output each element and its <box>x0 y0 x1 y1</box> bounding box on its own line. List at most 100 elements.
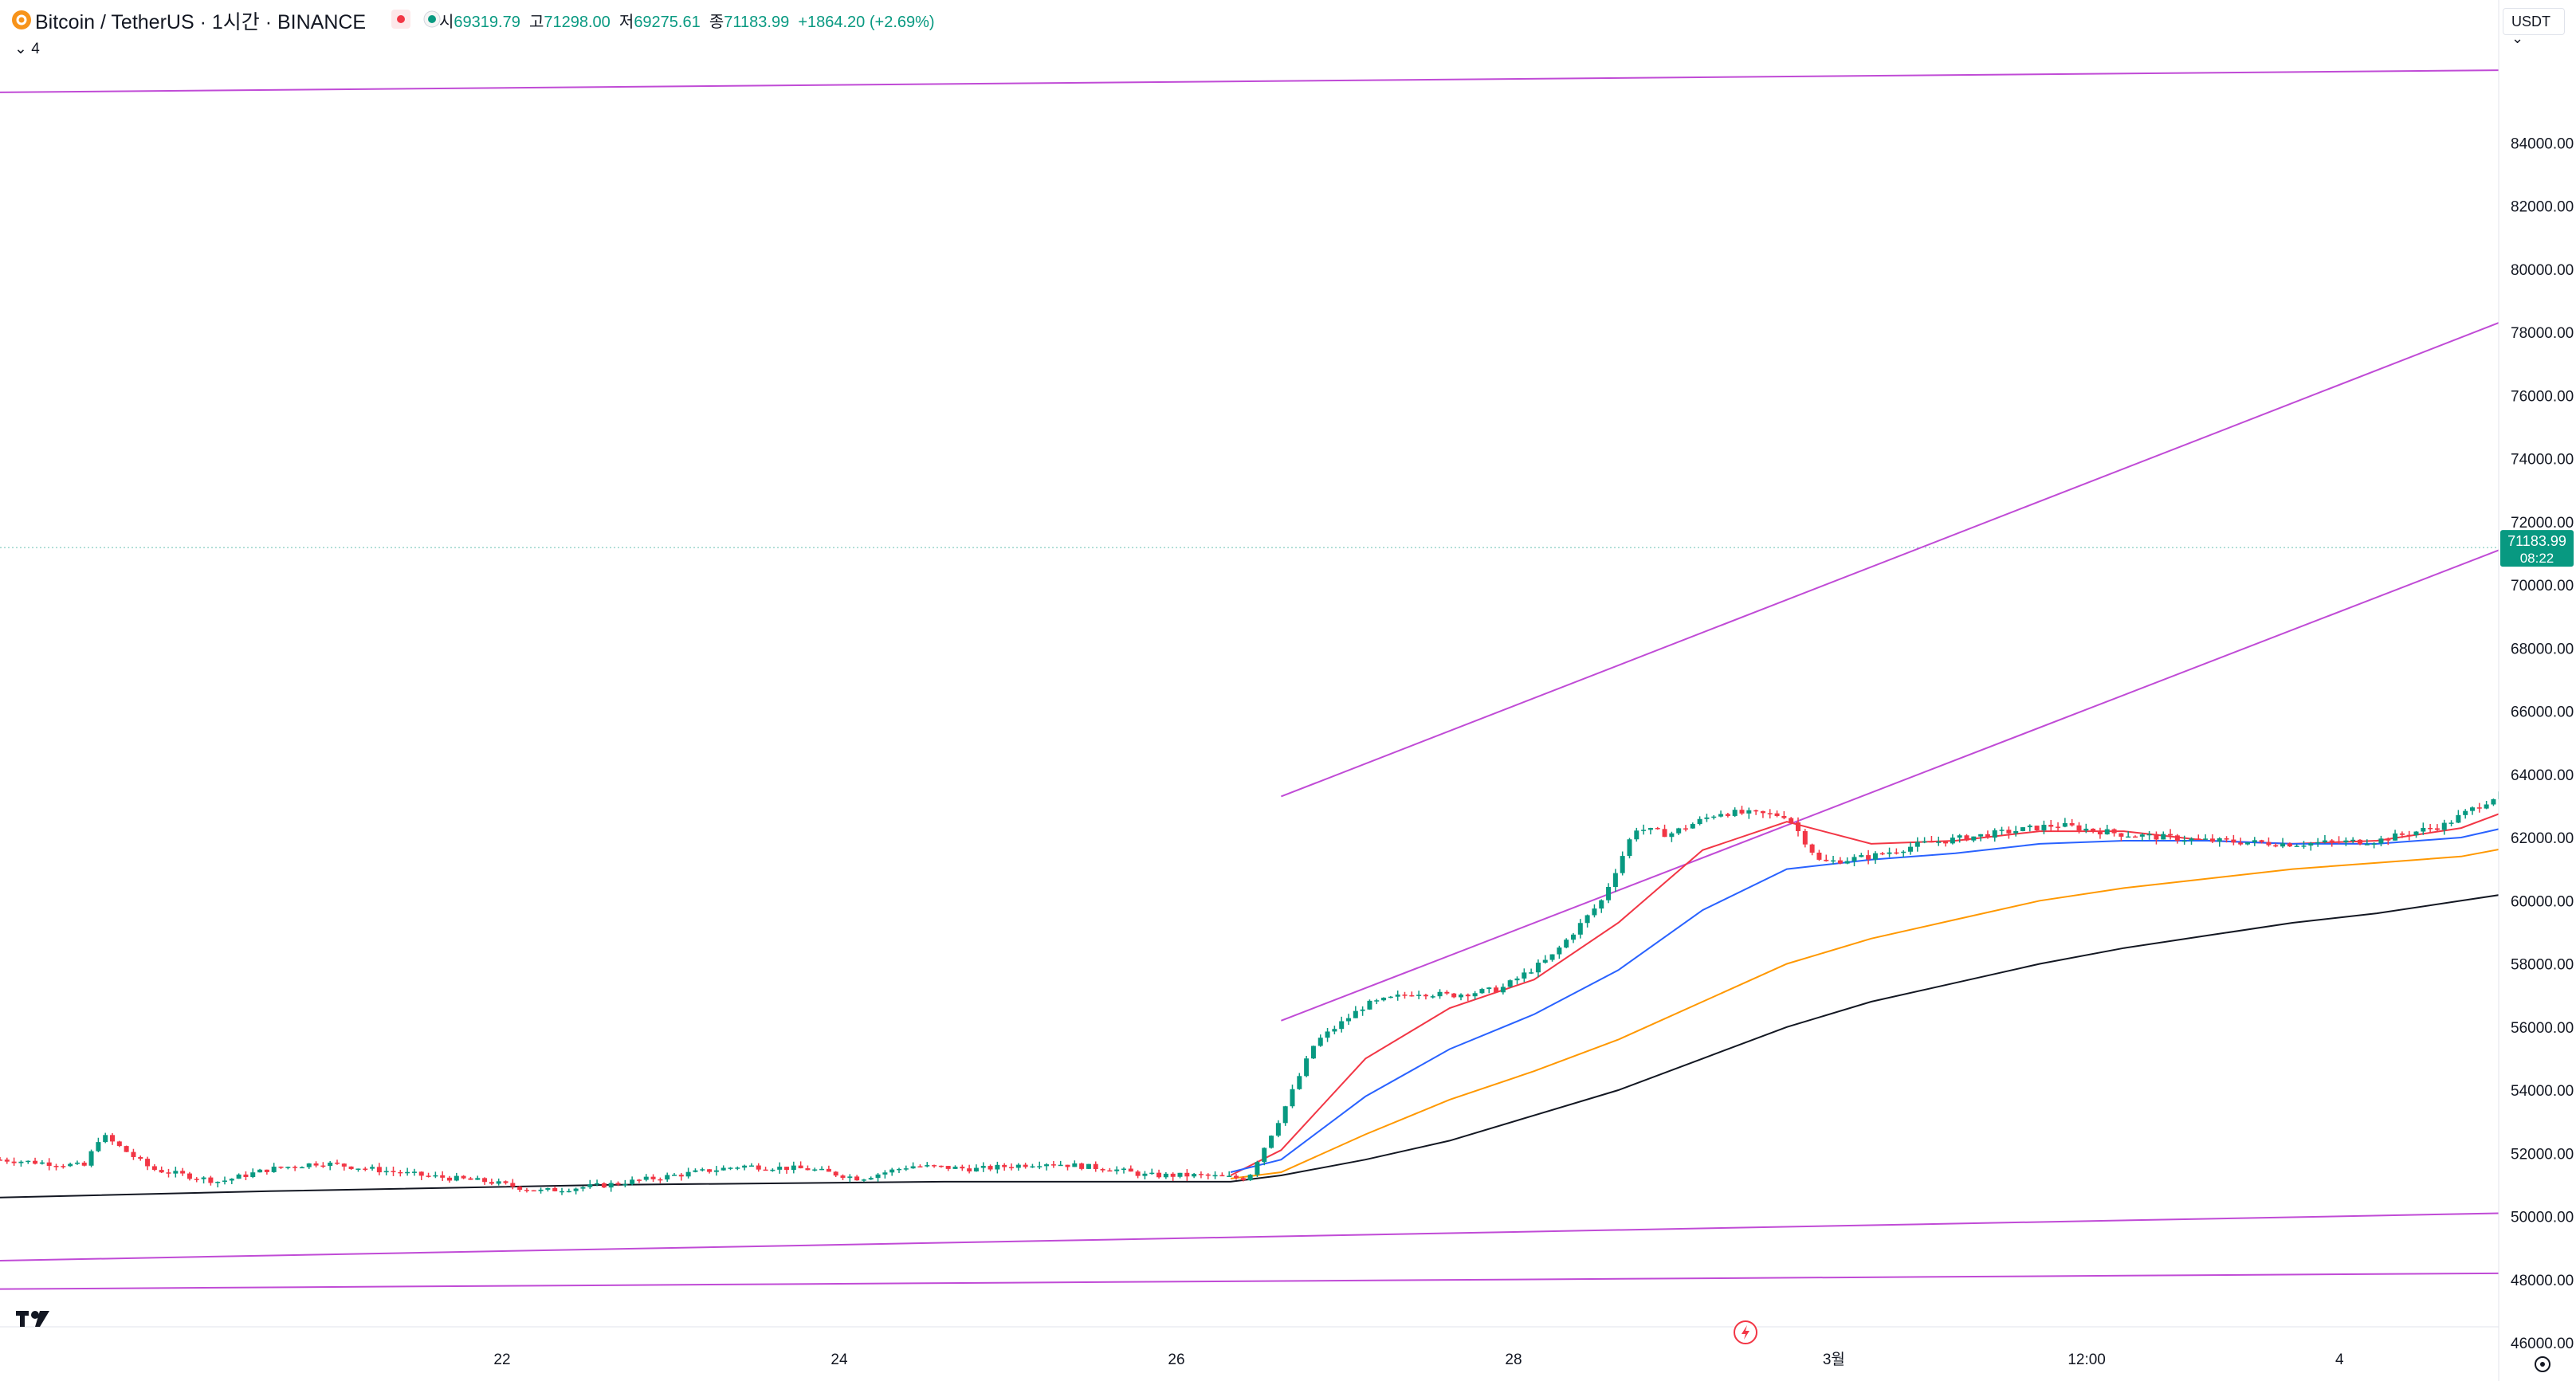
candle-body[interactable] <box>96 1142 101 1151</box>
candle-body[interactable] <box>1929 841 1934 843</box>
candle-body[interactable] <box>1198 1174 1204 1175</box>
candle-body[interactable] <box>426 1175 431 1177</box>
candle-body[interactable] <box>1612 873 1618 888</box>
candle-body[interactable] <box>2111 829 2117 834</box>
candle-body[interactable] <box>1317 1038 1323 1046</box>
candle-body[interactable] <box>285 1167 291 1168</box>
candle-body[interactable] <box>2083 828 2089 831</box>
candle-body[interactable] <box>826 1168 831 1172</box>
candle-body[interactable] <box>145 1159 151 1167</box>
candle-body[interactable] <box>18 1161 24 1163</box>
candle-body[interactable] <box>2217 838 2222 842</box>
indicators-toggle[interactable]: ⌄ 4 <box>14 41 40 57</box>
candle-body[interactable] <box>882 1172 888 1175</box>
candle-body[interactable] <box>1718 814 1724 817</box>
candle-body[interactable] <box>1999 830 2005 831</box>
candle-body[interactable] <box>1500 987 1506 993</box>
candle-body[interactable] <box>2238 842 2244 845</box>
candle-body[interactable] <box>2097 830 2103 835</box>
candle-body[interactable] <box>2041 825 2047 831</box>
candle-body[interactable] <box>2350 839 2356 842</box>
candle-body[interactable] <box>1304 1058 1310 1077</box>
candle-body[interactable] <box>1494 987 1499 993</box>
candle-body[interactable] <box>1796 822 1800 831</box>
candle-body[interactable] <box>615 1183 621 1185</box>
candle-body[interactable] <box>1584 915 1590 924</box>
candle-body[interactable] <box>1824 859 1829 861</box>
candle-body[interactable] <box>2273 845 2279 847</box>
candle-body[interactable] <box>545 1187 551 1190</box>
candle-body[interactable] <box>33 1160 38 1164</box>
candle-body[interactable] <box>1620 856 1625 873</box>
candle-body[interactable] <box>650 1176 656 1179</box>
candle-body[interactable] <box>2448 822 2454 824</box>
candle-body[interactable] <box>1592 908 1597 916</box>
candle-body[interactable] <box>2168 834 2174 836</box>
candle-body[interactable] <box>1711 816 1717 818</box>
symbol-title[interactable]: Bitcoin / TetherUS · 1시간 · BINANCE <box>35 11 367 33</box>
candle-body[interactable] <box>1697 818 1702 825</box>
candle-body[interactable] <box>524 1190 529 1191</box>
candle-body[interactable] <box>1599 900 1604 909</box>
candle-body[interactable] <box>1262 1148 1267 1163</box>
candle-body[interactable] <box>1852 857 1857 861</box>
candle-body[interactable] <box>665 1175 670 1180</box>
candle-body[interactable] <box>475 1178 481 1180</box>
candle-body[interactable] <box>1647 828 1653 830</box>
candle-body[interactable] <box>854 1176 860 1181</box>
candle-body[interactable] <box>166 1172 171 1174</box>
candle-body[interactable] <box>1634 830 1639 840</box>
candle-body[interactable] <box>1227 1175 1232 1177</box>
candle-body[interactable] <box>1472 993 1478 997</box>
candle-body[interactable] <box>791 1165 796 1171</box>
candle-body[interactable] <box>335 1162 340 1164</box>
candle-body[interactable] <box>952 1167 958 1169</box>
candle-body[interactable] <box>503 1181 509 1183</box>
candle-body[interactable] <box>1367 1000 1372 1010</box>
candle-body[interactable] <box>81 1162 87 1166</box>
candle-body[interactable] <box>1577 923 1583 935</box>
candle-body[interactable] <box>1416 995 1422 996</box>
candle-body[interactable] <box>1444 991 1450 994</box>
candle-body[interactable] <box>805 1168 811 1171</box>
candle-body[interactable] <box>2441 822 2447 830</box>
candle-body[interactable] <box>713 1170 719 1172</box>
candle-body[interactable] <box>938 1165 944 1167</box>
candle-body[interactable] <box>68 1163 73 1167</box>
candlestick-series[interactable] <box>0 543 2576 1195</box>
candle-body[interactable] <box>2434 828 2440 830</box>
candle-body[interactable] <box>910 1166 916 1169</box>
candle-body[interactable] <box>1922 841 1927 843</box>
candle-body[interactable] <box>2181 840 2187 842</box>
candle-body[interactable] <box>257 1169 263 1173</box>
candle-body[interactable] <box>798 1165 803 1169</box>
candle-body[interactable] <box>1557 947 1562 955</box>
candle-body[interactable] <box>1627 839 1632 857</box>
candle-body[interactable] <box>2209 838 2215 842</box>
candle-body[interactable] <box>4 1159 10 1162</box>
candle-body[interactable] <box>1177 1172 1183 1177</box>
candle-body[interactable] <box>222 1180 227 1182</box>
candle-body[interactable] <box>932 1165 937 1167</box>
candle-body[interactable] <box>46 1162 52 1167</box>
candle-body[interactable] <box>658 1179 663 1181</box>
candle-body[interactable] <box>1739 810 1745 814</box>
candle-body[interactable] <box>293 1167 298 1168</box>
candle-body[interactable] <box>1065 1164 1070 1167</box>
candle-body[interactable] <box>945 1166 951 1169</box>
candle-body[interactable] <box>973 1167 979 1172</box>
candle-body[interactable] <box>2259 840 2264 842</box>
candle-body[interactable] <box>243 1174 249 1178</box>
candle-body[interactable] <box>2266 842 2272 845</box>
candle-body[interactable] <box>2315 842 2321 844</box>
candle-body[interactable] <box>2104 829 2110 835</box>
candle-body[interactable] <box>405 1171 410 1174</box>
candle-body[interactable] <box>2091 828 2096 831</box>
candle-body[interactable] <box>1985 834 1990 838</box>
candle-body[interactable] <box>1360 1009 1365 1011</box>
candle-body[interactable] <box>496 1181 501 1184</box>
candle-body[interactable] <box>1142 1173 1148 1176</box>
candle-body[interactable] <box>1402 995 1408 996</box>
candle-body[interactable] <box>819 1168 825 1171</box>
candle-body[interactable] <box>1781 815 1787 818</box>
